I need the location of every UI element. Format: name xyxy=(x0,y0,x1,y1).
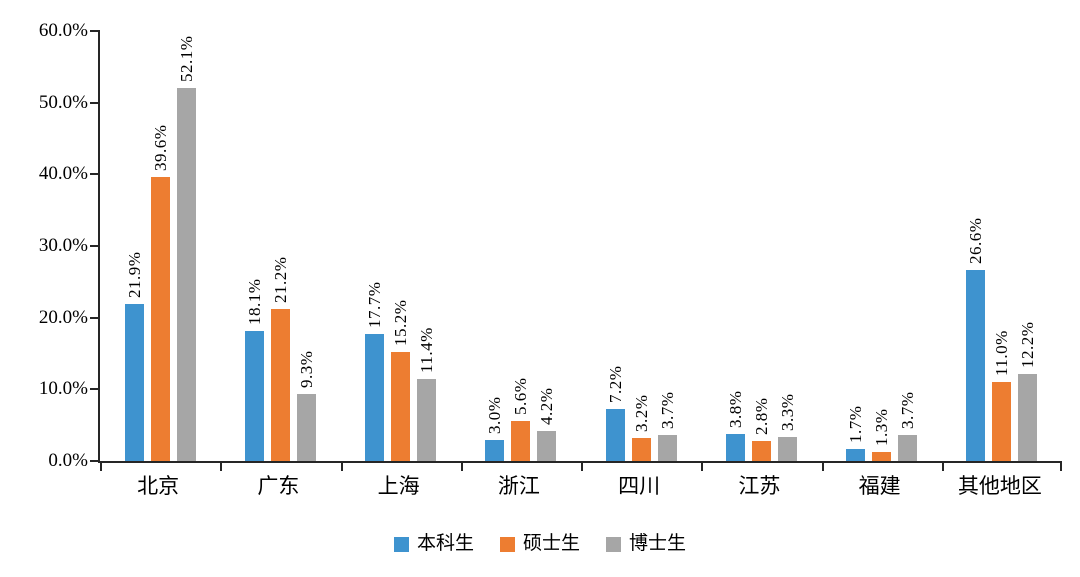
bar-value-label: 15.2% xyxy=(391,299,411,347)
y-tick-label: 30.0% xyxy=(38,235,88,256)
bar xyxy=(485,439,505,461)
bar-value-label: 2.8% xyxy=(751,397,771,435)
bar xyxy=(605,409,625,461)
bar xyxy=(777,437,797,461)
bar-value-label: 3.7% xyxy=(657,391,677,429)
y-tick-label: 20.0% xyxy=(38,306,88,328)
bar-value-label: 3.2% xyxy=(631,394,651,433)
y-tick-label: 50.0% xyxy=(38,91,88,113)
legend-item: 本科生 xyxy=(393,532,474,556)
x-tick-mark xyxy=(581,461,583,471)
category-label: 北京 xyxy=(137,474,180,498)
category-label: 其他地区 xyxy=(957,474,1042,498)
x-tick-mark xyxy=(460,461,463,471)
legend-swatch xyxy=(393,536,409,552)
y-tick-mark xyxy=(90,30,100,32)
bar xyxy=(898,434,918,461)
bar-value-label: 4.2% xyxy=(537,387,557,425)
y-tick-label: 40.0% xyxy=(38,163,88,185)
y-tick-mark xyxy=(90,388,100,391)
bar-value-label: 21.2% xyxy=(270,256,290,304)
x-tick-mark xyxy=(1060,461,1062,471)
legend-item: 博士生 xyxy=(606,532,686,556)
bar-value-label: 26.6% xyxy=(966,217,986,265)
y-tick-mark xyxy=(90,460,100,462)
bar-value-label: 1.3% xyxy=(872,408,892,446)
bar-value-label: 3.0% xyxy=(485,396,505,434)
bar-value-label: 17.7% xyxy=(365,281,385,329)
bar xyxy=(150,177,170,461)
x-tick-mark xyxy=(340,461,343,471)
bar-value-label: 11.0% xyxy=(992,330,1012,377)
bar xyxy=(270,309,290,461)
bar xyxy=(966,270,986,461)
bar xyxy=(176,87,196,461)
y-tick-mark xyxy=(90,101,100,104)
plot-area: 21.9% 39.6% 52.1% 18.1% 21.2% 9.3% 17.7% 15.2% 1… xyxy=(90,30,1062,471)
bar xyxy=(992,382,1012,461)
bar xyxy=(872,451,892,461)
y-tick-label: 60.0% xyxy=(38,20,88,41)
category-label: 四川 xyxy=(618,474,661,498)
bar-value-label: 39.6% xyxy=(150,124,170,172)
bar-value-label: 9.3% xyxy=(296,350,316,389)
legend-label: 本科生 xyxy=(416,533,474,554)
legend-swatch xyxy=(606,536,621,552)
bar-value-label: 21.9% xyxy=(124,251,144,299)
bar-value-label: 7.2% xyxy=(605,365,625,404)
bar-value-label: 3.8% xyxy=(725,390,745,428)
x-tick-mark xyxy=(220,461,223,471)
bar-value-label: 11.4% xyxy=(417,327,437,374)
bar xyxy=(1018,373,1038,461)
y-tick-mark xyxy=(90,173,100,176)
bar xyxy=(725,433,745,461)
bar xyxy=(846,448,866,461)
bar-value-label: 52.1% xyxy=(176,35,196,82)
bar-value-label: 1.7% xyxy=(846,405,866,443)
bar-value-label: 12.2% xyxy=(1018,321,1038,368)
bar xyxy=(391,352,411,461)
x-tick-mark xyxy=(821,461,824,471)
bar xyxy=(537,430,557,461)
legend-swatch xyxy=(499,536,515,552)
bar xyxy=(417,379,437,461)
legend-label: 硕士生 xyxy=(522,533,580,554)
bar xyxy=(631,438,651,461)
category-label: 福建 xyxy=(858,474,901,498)
bar-value-label: 5.6% xyxy=(511,377,531,415)
bar-value-label: 3.7% xyxy=(898,391,918,429)
y-tick-label: 0.0% xyxy=(48,450,88,471)
bar-value-label: 18.1% xyxy=(244,278,264,326)
legend-label: 博士生 xyxy=(629,533,687,554)
category-label: 上海 xyxy=(377,474,420,498)
y-tick-mark xyxy=(90,316,100,319)
bar xyxy=(657,434,677,461)
bar-value-label: 3.3% xyxy=(777,393,797,432)
x-tick-mark xyxy=(100,461,102,471)
category-label: 江苏 xyxy=(738,474,781,498)
bar xyxy=(751,440,771,461)
y-tick-label: 10.0% xyxy=(38,378,88,400)
x-tick-mark xyxy=(701,461,704,471)
bar xyxy=(244,331,264,461)
x-axis: 北京 广东 上海 浙江 四川 江苏 福建 其他地区 xyxy=(98,472,1060,502)
y-axis: 0.0% 10.0% 20.0% 30.0% 40.0% 50.0% 60.0% xyxy=(0,20,88,471)
bar xyxy=(124,304,144,461)
legend: 本科生 硕士生 博士生 xyxy=(0,532,1080,556)
bar xyxy=(511,420,531,461)
category-label: 浙江 xyxy=(497,474,540,498)
bar xyxy=(296,394,316,461)
x-tick-mark xyxy=(941,461,944,471)
legend-item: 硕士生 xyxy=(499,532,580,556)
y-tick-mark xyxy=(90,245,100,247)
category-label: 广东 xyxy=(257,474,300,498)
bar xyxy=(365,334,385,461)
